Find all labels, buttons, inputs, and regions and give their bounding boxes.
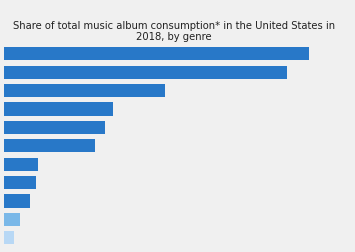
Title: Share of total music album consumption* in the United States in 2018, by genre: Share of total music album consumption* … — [13, 20, 335, 42]
Bar — [4, 103, 113, 116]
Bar — [4, 140, 95, 153]
Bar — [4, 85, 165, 98]
Bar — [4, 48, 309, 61]
Bar — [4, 121, 105, 134]
Bar — [4, 66, 286, 79]
Bar — [4, 158, 38, 171]
Bar — [4, 195, 30, 208]
Bar — [4, 176, 36, 190]
Bar — [4, 231, 14, 244]
Bar — [4, 213, 20, 226]
